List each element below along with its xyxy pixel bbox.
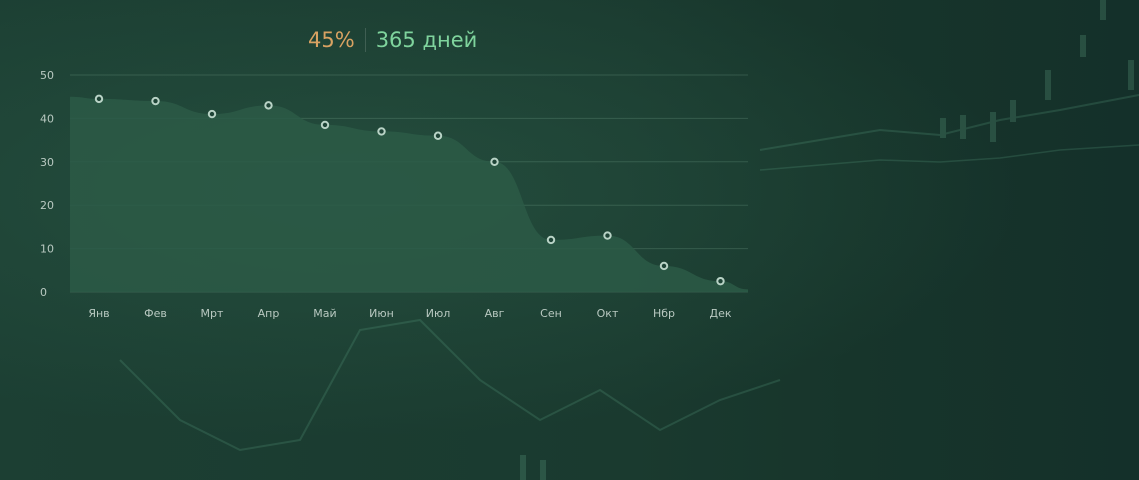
y-tick-label: 30 xyxy=(40,156,54,169)
data-points xyxy=(94,94,725,286)
y-tick-label: 10 xyxy=(40,243,54,256)
x-axis-ticks: Янв Фев Мрт Апр Май Июн Июл Авг Сен Окт Нбр Дек xyxy=(88,307,732,320)
data-point-1[interactable] xyxy=(94,94,104,104)
x-tick-label: Сен xyxy=(540,307,562,320)
x-tick-label: Мрт xyxy=(201,307,224,320)
x-tick-label: Июл xyxy=(426,307,451,320)
y-tick-label: 50 xyxy=(40,69,54,82)
data-point-7[interactable] xyxy=(433,131,443,140)
percent-value: 45% xyxy=(308,28,355,52)
period-label: 365 дней xyxy=(375,28,478,52)
x-tick-label: Апр xyxy=(258,307,280,320)
x-tick-label: Июн xyxy=(369,307,394,320)
data-point-6[interactable] xyxy=(377,127,386,136)
x-tick-label: Янв xyxy=(88,307,109,320)
x-tick-label: Фев xyxy=(144,307,167,320)
y-axis-ticks: 0 10 20 30 40 50 xyxy=(40,69,54,299)
y-tick-label: 20 xyxy=(40,199,54,212)
x-tick-label: Авг xyxy=(485,307,505,320)
chart-header: 45% 365 дней xyxy=(308,28,477,52)
data-point-5[interactable] xyxy=(320,120,330,130)
data-point-11[interactable] xyxy=(659,261,669,271)
y-tick-label: 40 xyxy=(40,112,54,125)
x-tick-label: Май xyxy=(313,307,336,320)
data-point-10[interactable] xyxy=(603,231,612,240)
data-point-9[interactable] xyxy=(546,235,556,245)
data-point-8[interactable] xyxy=(490,157,499,167)
data-point-2[interactable] xyxy=(151,96,160,106)
header-divider xyxy=(364,28,366,52)
y-tick-label: 0 xyxy=(40,286,47,299)
x-tick-label: Дек xyxy=(709,307,731,320)
data-point-12[interactable] xyxy=(716,276,725,286)
x-tick-label: Нбр xyxy=(653,307,675,320)
data-point-4[interactable] xyxy=(264,101,273,110)
x-tick-label: Окт xyxy=(597,307,619,320)
area-series xyxy=(70,96,748,292)
data-point-3[interactable] xyxy=(207,109,217,119)
